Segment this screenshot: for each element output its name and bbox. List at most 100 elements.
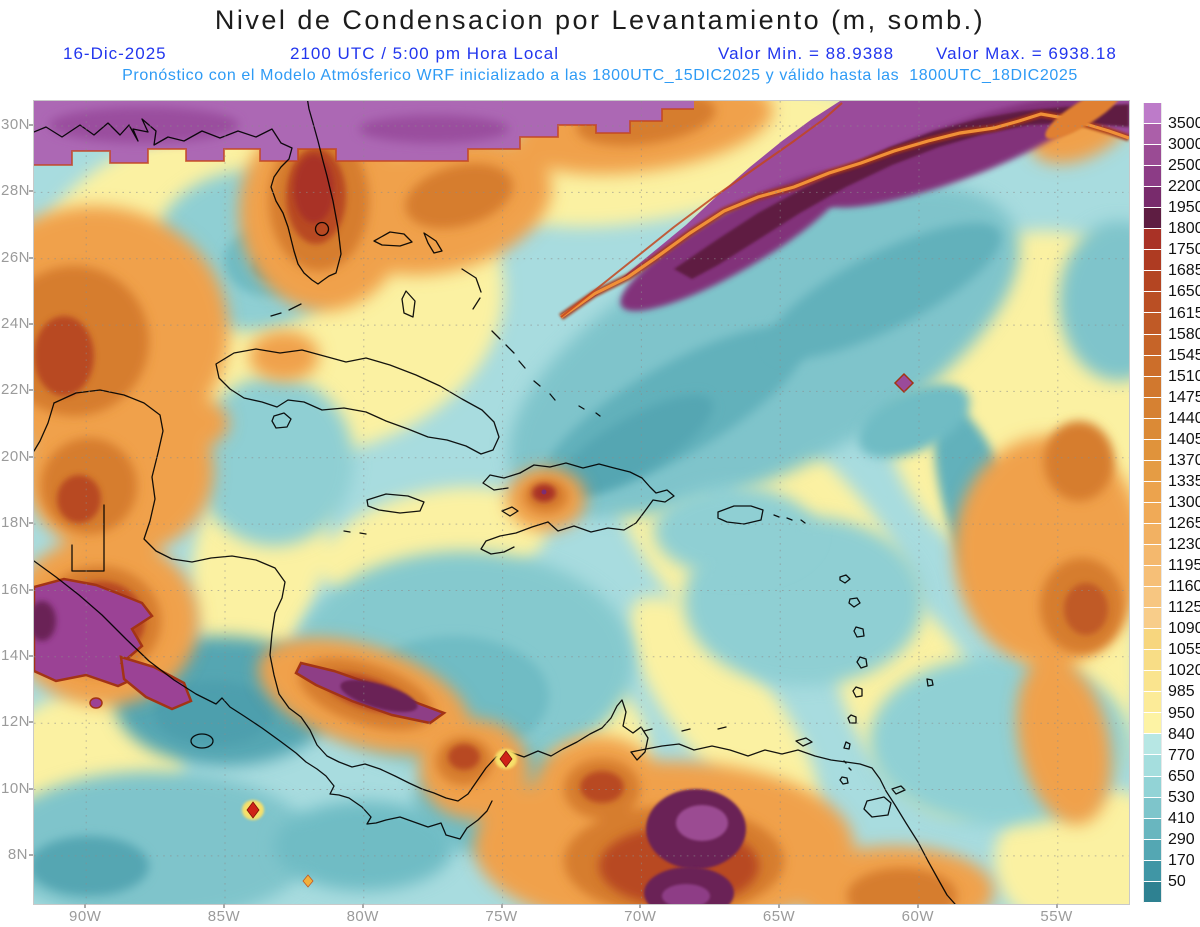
coast-venezuela-guyana bbox=[630, 743, 956, 904]
lat-tick bbox=[29, 256, 33, 259]
colorbar-level-1950: 1950 bbox=[1168, 199, 1200, 217]
colorbar-swatch-17 bbox=[1143, 460, 1162, 482]
colorbar-level-2500: 2500 bbox=[1168, 157, 1200, 175]
colorbar-level-1440: 1440 bbox=[1168, 409, 1200, 427]
coastlines bbox=[34, 101, 956, 904]
border-guatemala-belize bbox=[71, 504, 105, 572]
graticule bbox=[34, 101, 1129, 904]
coast-haiti-peninsulas bbox=[480, 472, 549, 555]
colorbar-level-1475: 1475 bbox=[1168, 388, 1200, 406]
colorbar-swatch-30 bbox=[1143, 734, 1162, 756]
coast-isle-of-pines bbox=[271, 412, 292, 429]
lon-label-75W: 75W bbox=[485, 908, 518, 925]
colorbar-swatch-6 bbox=[1143, 229, 1162, 251]
colorbar-level-1195: 1195 bbox=[1168, 557, 1200, 575]
colorbar-level-1090: 1090 bbox=[1168, 620, 1200, 638]
coast-us-gulf-florida bbox=[34, 101, 342, 285]
colorbar-swatch-24 bbox=[1143, 608, 1162, 630]
colorbar-level-1750: 1750 bbox=[1168, 241, 1200, 259]
colorbar-swatch-25 bbox=[1143, 629, 1162, 651]
colorbar-level-1335: 1335 bbox=[1168, 472, 1200, 490]
lon-tick bbox=[639, 904, 642, 908]
colorbar-level-650: 650 bbox=[1168, 767, 1195, 785]
lat-label-16N: 16N bbox=[1, 580, 31, 598]
colorbar-swatch-22 bbox=[1143, 566, 1162, 588]
lon-label-65W: 65W bbox=[762, 908, 796, 925]
colorbar-level-1650: 1650 bbox=[1168, 283, 1200, 301]
colorbar-level-1125: 1125 bbox=[1168, 599, 1200, 617]
purple-blob-el-salvador bbox=[119, 655, 193, 711]
colorbar-level-840: 840 bbox=[1168, 725, 1195, 743]
coast-caymans bbox=[343, 530, 367, 535]
colorbar-swatch-12 bbox=[1143, 355, 1162, 377]
colorbar-swatch-3 bbox=[1143, 166, 1162, 188]
colorbar-level-1545: 1545 bbox=[1168, 346, 1200, 364]
colorbar-swatch-31 bbox=[1143, 755, 1162, 777]
station-marker-panama-coast bbox=[302, 874, 314, 888]
colorbar-swatch-37 bbox=[1143, 881, 1162, 903]
forecast-date: 16-Dic-2025 bbox=[63, 44, 167, 63]
lon-tick bbox=[222, 904, 225, 908]
colorbar-swatch-29 bbox=[1143, 713, 1162, 735]
colorbar-level-1265: 1265 bbox=[1168, 515, 1200, 533]
colorbar-level-770: 770 bbox=[1168, 746, 1195, 764]
lon-tick bbox=[1055, 904, 1058, 908]
colorbar-swatch-32 bbox=[1143, 776, 1162, 798]
lat-label-26N: 26N bbox=[1, 248, 31, 266]
colorbar-level-1020: 1020 bbox=[1168, 662, 1200, 680]
purple-spot-atlantic bbox=[893, 372, 915, 394]
colorbar-swatch-27 bbox=[1143, 671, 1162, 693]
station-markers bbox=[242, 749, 517, 888]
colorbar-level-2200: 2200 bbox=[1168, 178, 1200, 196]
colorbar-level-410: 410 bbox=[1168, 809, 1195, 827]
forecast-time: 2100 UTC / 5:00 pm Hora Local bbox=[290, 44, 560, 63]
colorbar-level-170: 170 bbox=[1168, 851, 1195, 869]
lon-label-55W: 55W bbox=[1040, 908, 1073, 925]
lat-label-24N: 24N bbox=[1, 315, 31, 333]
colorbar-swatch-11 bbox=[1143, 334, 1162, 356]
colorbar-swatch-15 bbox=[1143, 418, 1162, 440]
colorbar-swatch-33 bbox=[1143, 797, 1162, 819]
coast-florida-keys bbox=[270, 303, 302, 317]
coast-bahamas bbox=[373, 231, 601, 417]
colorbar-swatch-35 bbox=[1143, 839, 1162, 861]
colorbar-level-50: 50 bbox=[1168, 872, 1186, 890]
lat-label-12N: 12N bbox=[1, 713, 31, 731]
colorbar-level-950: 950 bbox=[1168, 704, 1195, 722]
colorbar-swatch-14 bbox=[1143, 397, 1162, 419]
lat-tick bbox=[29, 588, 33, 591]
model-init-line: Pronóstico con el Modelo Atmósferico WRF… bbox=[122, 67, 1078, 84]
lon-tick bbox=[500, 904, 503, 908]
lat-tick bbox=[29, 654, 33, 657]
colorbar-level-1580: 1580 bbox=[1168, 325, 1200, 343]
colorbar-level-1510: 1510 bbox=[1168, 367, 1200, 385]
colorbar-swatch-7 bbox=[1143, 250, 1162, 272]
colorbar-swatch-0 bbox=[1143, 103, 1162, 125]
colorbar-level-1300: 1300 bbox=[1168, 494, 1200, 511]
coast-pacific-central-america bbox=[34, 402, 493, 840]
coast-puerto-rico bbox=[717, 505, 806, 525]
colorbar-swatch-4 bbox=[1143, 187, 1162, 209]
colorbar-swatch-16 bbox=[1143, 439, 1162, 461]
colorbar-swatch-18 bbox=[1143, 481, 1162, 503]
lat-tick bbox=[29, 323, 33, 326]
lon-label-85W: 85W bbox=[207, 908, 241, 925]
station-marker-colombia-coast bbox=[499, 750, 513, 768]
lat-label-22N: 22N bbox=[1, 381, 31, 399]
lat-tick bbox=[29, 787, 33, 790]
lat-tick bbox=[29, 853, 33, 856]
colorbar-level-985: 985 bbox=[1168, 683, 1195, 701]
coast-abc-margarita-islands bbox=[643, 726, 813, 747]
colorbar-swatch-34 bbox=[1143, 818, 1162, 840]
lake-nicaragua bbox=[190, 733, 214, 749]
lat-label-8N: 8N bbox=[7, 845, 28, 863]
colorbar-swatch-1 bbox=[1143, 124, 1162, 146]
lat-label-18N: 18N bbox=[1, 514, 31, 532]
lon-label-80W: 80W bbox=[346, 908, 379, 925]
lon-tick bbox=[361, 904, 364, 908]
lon-tick bbox=[778, 904, 781, 908]
lat-tick bbox=[29, 389, 33, 392]
lat-label-30N: 30N bbox=[1, 116, 31, 133]
station-marker-costa-rica bbox=[246, 801, 260, 819]
lon-tick bbox=[916, 904, 919, 908]
